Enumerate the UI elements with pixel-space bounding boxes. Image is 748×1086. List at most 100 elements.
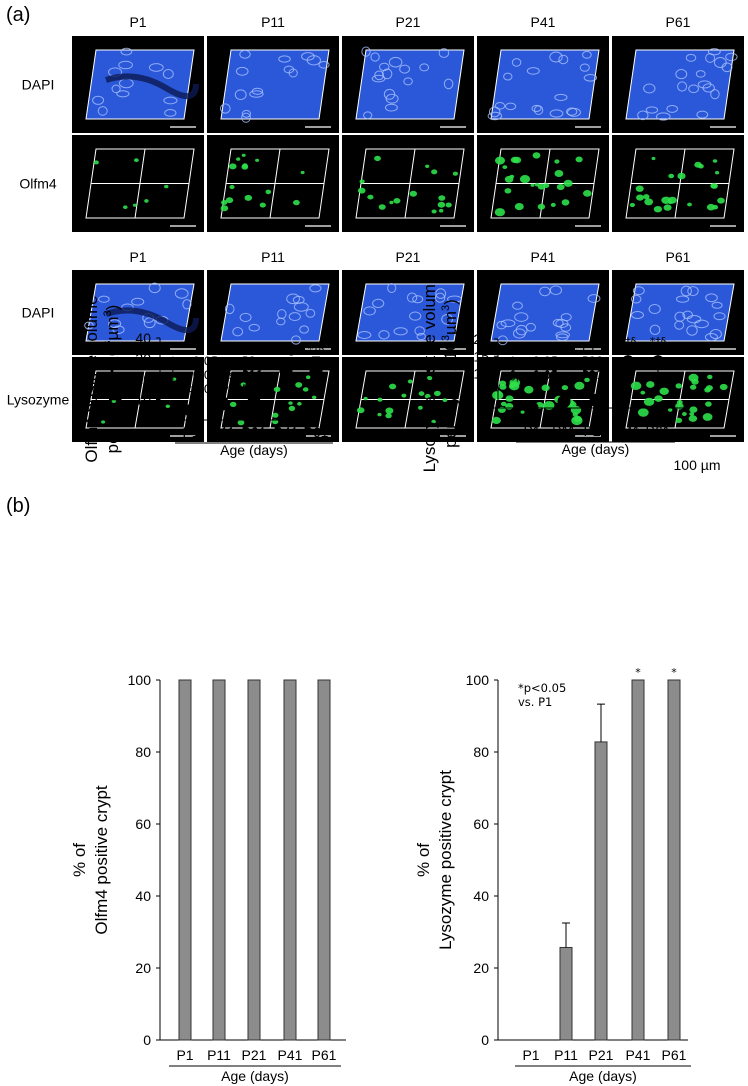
micrograph-tile	[612, 357, 744, 442]
x-tick-label: P21	[589, 1047, 614, 1063]
y-tick-label: 5	[481, 383, 489, 399]
dapi-tissue-slab	[490, 283, 600, 342]
point-P41	[621, 355, 635, 369]
column-header: P61	[666, 14, 691, 30]
significance-marker: *	[671, 666, 677, 679]
x-tick-label: P61	[304, 424, 329, 440]
y-tick-label: 100	[128, 672, 152, 688]
row-label: Olfm4	[19, 176, 57, 192]
significance-note: §p<0.05 vs. P21	[510, 368, 604, 382]
crypt-volume-box	[355, 148, 465, 219]
significance-note: vs. P1	[518, 695, 552, 709]
y-axis-title: % of Olfm4 positive crypt	[70, 785, 111, 935]
micrograph-tile	[342, 357, 474, 442]
point-P11	[557, 394, 571, 408]
x-axis-title: Age (days)	[221, 1068, 289, 1084]
y-tick-label: 0	[143, 1032, 151, 1048]
x-tick-label: P21	[242, 424, 267, 440]
significance-marker: *	[635, 666, 641, 679]
x-tick-label: P1	[522, 1047, 539, 1063]
column-header: P61	[666, 249, 691, 265]
point-P61	[309, 364, 323, 378]
micrograph-tile	[477, 135, 609, 232]
micrograph-tile	[72, 36, 204, 133]
dapi-tissue-slab	[220, 49, 330, 120]
y-tick-label: 0	[143, 412, 151, 428]
dapi-tissue-slab	[220, 283, 330, 342]
crypt-volume-box	[220, 148, 330, 219]
y-tick-label: 20	[473, 331, 489, 347]
significance-note: †p<0.05 vs. P11	[510, 354, 604, 368]
dapi-tissue-slab	[490, 49, 600, 120]
x-axis-title: Age (days)	[562, 441, 630, 457]
row-label: DAPI	[22, 305, 55, 321]
scale-bar-caption: 100 µm	[674, 457, 721, 473]
significance-marker: *†§	[308, 343, 325, 356]
y-tick-label: 0	[481, 1032, 489, 1048]
bar-P41	[631, 679, 645, 1041]
micrograph-tile	[612, 36, 744, 133]
column-header: P1	[129, 249, 146, 265]
y-tick-label: 20	[473, 960, 489, 976]
micrograph-grid: P1 P11 P21 P41 P61 DAPI Olfm4 P1 P11 P21 P41 P61 DAP…	[7, 14, 744, 442]
x-axis-title: Age (days)	[220, 442, 288, 458]
row-label: Lysozyme	[7, 392, 70, 408]
y-axis-title: Lysozyme positive volume per crypt (X103µ…	[420, 275, 460, 473]
significance-note: *p<0.05	[518, 681, 566, 695]
x-axis-title: Age (days)	[569, 1068, 637, 1084]
dapi-tissue-slab	[85, 49, 195, 120]
column-header: P1	[129, 14, 146, 30]
bar-P21	[594, 741, 608, 1041]
significance-marker: *†§	[620, 335, 637, 348]
x-tick-label: P11	[211, 424, 235, 440]
micrograph-tile	[72, 357, 204, 442]
point-P11	[216, 397, 230, 411]
y-tick-label: 40	[473, 888, 489, 904]
bar-P61	[667, 679, 681, 1041]
micrograph-tile	[342, 36, 474, 133]
bar-P11	[212, 679, 226, 1041]
y-tick-label: 0	[481, 400, 489, 416]
crypt-volume-box	[85, 148, 195, 219]
micrograph-tile	[72, 270, 204, 355]
panel-b-label: (b)	[6, 495, 30, 517]
y-tick-label: 15	[473, 348, 489, 364]
x-tick-label: P41	[274, 424, 299, 440]
x-tick-label: P21	[242, 1047, 267, 1063]
dapi-tissue-slab	[355, 283, 465, 342]
y-tick-label: 10	[135, 392, 151, 408]
column-header: P21	[396, 14, 421, 30]
bar-P1	[178, 679, 192, 1041]
y-axis-title: % of Lysozyme positive crypt	[414, 770, 455, 950]
crypt-volume-box	[625, 148, 735, 219]
y-tick-label: 80	[473, 744, 489, 760]
x-tick-label: P1	[523, 423, 540, 439]
y-tick-label: 20	[135, 960, 151, 976]
y-tick-label: 40	[135, 330, 151, 346]
dapi-tissue-slab	[625, 49, 735, 120]
x-tick-label: P41	[626, 1047, 651, 1063]
column-header: P21	[396, 249, 421, 265]
y-tick-label: 60	[135, 816, 151, 832]
y-tick-label: 20	[135, 371, 151, 387]
micrograph-tile	[477, 357, 609, 442]
column-header: P11	[261, 249, 285, 265]
crypt-volume-box	[625, 370, 735, 429]
column-header: P11	[261, 14, 285, 30]
crypt-volume-box	[490, 370, 600, 429]
x-tick-label: P11	[552, 423, 576, 439]
column-header: P41	[531, 14, 556, 30]
x-tick-label: P11	[554, 1047, 578, 1063]
point-P21	[247, 395, 261, 409]
point-P41	[279, 364, 293, 378]
bar-P11	[559, 946, 573, 1041]
y-tick-label: 80	[135, 744, 151, 760]
x-tick-label: P61	[662, 1047, 687, 1063]
significance-note: §p<0.05 vs. P21	[170, 382, 264, 396]
row-label: DAPI	[22, 77, 55, 93]
panel-a-label: (a)	[6, 4, 30, 26]
x-tick-label: P11	[207, 1047, 231, 1063]
x-tick-label: P41	[616, 423, 641, 439]
x-tick-label: P41	[278, 1047, 303, 1063]
